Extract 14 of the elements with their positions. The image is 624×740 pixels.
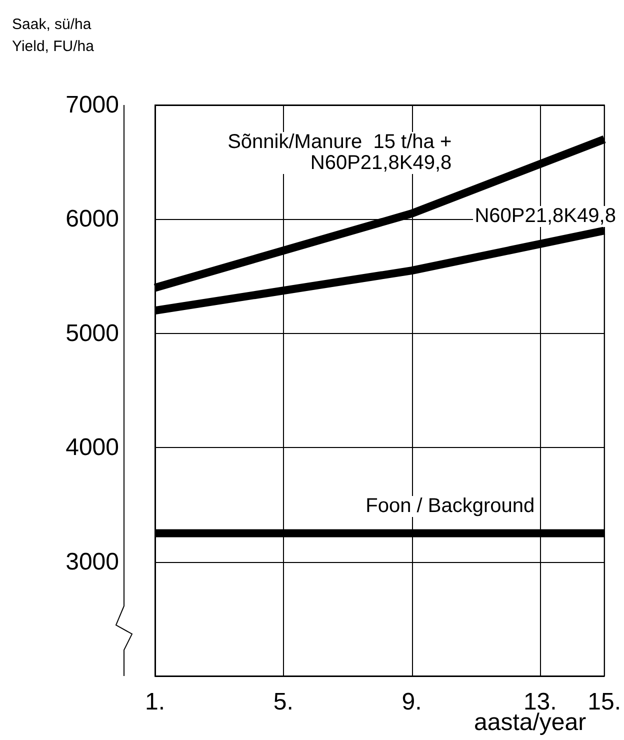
x-tick-label: 15.	[588, 688, 622, 716]
x-axis-title: aasta/year	[474, 709, 586, 738]
y-tick-label: 3000	[66, 548, 119, 576]
y-tick-label: 6000	[66, 206, 119, 233]
x-tick-label: 5.	[273, 688, 294, 716]
y-tick-label: 4000	[66, 434, 119, 462]
series-label: N60P21,8K49,8	[472, 205, 618, 228]
x-tick-label: 1.	[144, 688, 166, 716]
y-tick-label: 7000	[66, 92, 119, 118]
y-tick-label: 5000	[66, 320, 119, 347]
x-tick-label: 9.	[402, 688, 422, 716]
series-label: Sõnnik/Manure 15 t/ha + N60P21,8K49,8	[226, 131, 454, 174]
series-label: Foon / Background	[364, 494, 537, 517]
y-axis-title: Saak, sü/ha Yield, FU/ha	[12, 15, 94, 57]
